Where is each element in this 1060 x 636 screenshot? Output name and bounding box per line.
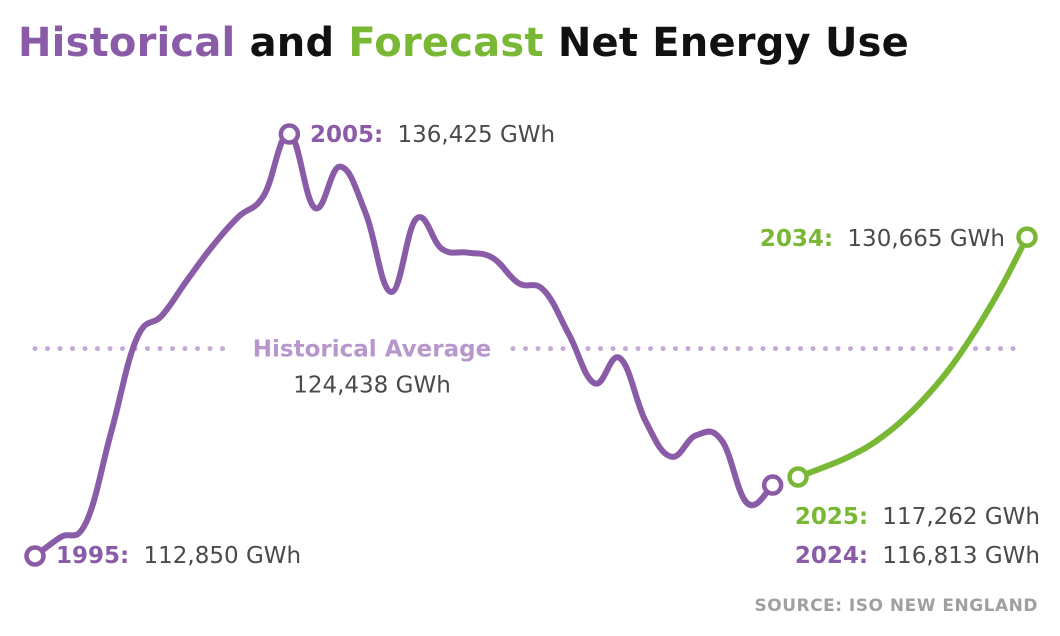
annotation-2034-value: 130,665 GWh xyxy=(847,226,1005,252)
annotation-1995-value: 112,850 GWh xyxy=(144,543,302,569)
annotation-2025-year: 2025: xyxy=(795,504,868,530)
marker-1995 xyxy=(24,545,46,567)
marker-2005 xyxy=(278,123,301,145)
chart-title: Historical and Forecast Net Energy Use xyxy=(18,20,909,66)
average-label: Historical Average xyxy=(253,337,491,363)
annotation-2005: 2005: 136,425 GWh xyxy=(310,122,555,148)
annotation-2034-year: 2034: xyxy=(760,226,833,252)
average-value: 124,438 GWh xyxy=(293,373,451,399)
title-historical: Historical xyxy=(18,20,236,66)
marker-2024 xyxy=(761,474,784,496)
annotation-2024-year: 2024: xyxy=(795,543,868,569)
annotation-2005-year: 2005: xyxy=(310,122,383,148)
annotation-2025-value: 117,262 GWh xyxy=(882,504,1040,530)
annotation-2024-value: 116,813 GWh xyxy=(882,543,1040,569)
historical-series-line xyxy=(32,131,776,559)
title-and: and xyxy=(235,20,349,66)
source-note: SOURCE: ISO NEW ENGLAND xyxy=(754,596,1038,616)
annotation-1995-year: 1995: xyxy=(56,543,129,569)
marker-2025 xyxy=(787,466,809,488)
marker-2034 xyxy=(1016,226,1038,248)
annotation-2005-value: 136,425 GWh xyxy=(398,122,556,148)
annotation-2024: 2024: 116,813 GWh xyxy=(795,543,1040,569)
forecast-series-line xyxy=(795,234,1030,481)
title-forecast: Forecast xyxy=(348,20,544,66)
annotation-2034: 2034: 130,665 GWh xyxy=(760,226,1005,252)
annotation-1995: 1995: 112,850 GWh xyxy=(56,543,301,569)
annotation-2025: 2025: 117,262 GWh xyxy=(795,504,1040,530)
title-rest: Net Energy Use xyxy=(543,20,909,66)
